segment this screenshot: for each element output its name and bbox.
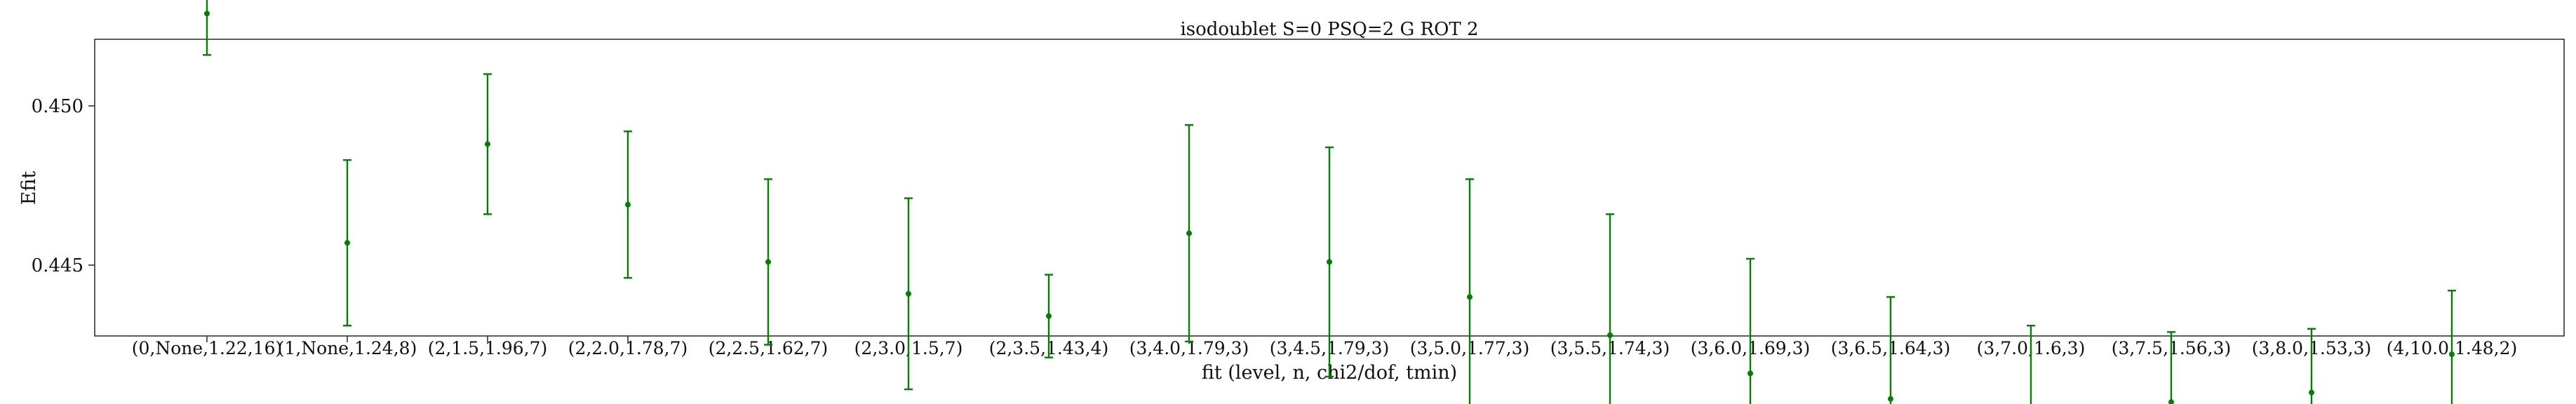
data-marker <box>1186 230 1192 236</box>
data-marker <box>1607 332 1613 338</box>
data-point <box>2307 328 2316 404</box>
data-point <box>203 0 211 56</box>
data-point <box>764 178 772 346</box>
data-point <box>1746 257 1755 404</box>
data-point <box>624 130 632 279</box>
data-point <box>483 73 492 215</box>
data-point <box>2448 290 2456 404</box>
data-point <box>2167 331 2175 404</box>
data-marker <box>765 259 771 265</box>
data-point <box>1045 274 1053 358</box>
y-tick-label: 0.450 <box>32 96 83 117</box>
data-marker <box>204 11 210 17</box>
data-point <box>1606 213 1614 404</box>
data-marker <box>2168 399 2174 404</box>
x-tick-label: (2,2.0,1.78,7) <box>568 338 688 358</box>
data-marker <box>2449 351 2455 358</box>
x-tick-label: (0,None,1.22,16) <box>132 338 283 358</box>
y-axis-label: Efit <box>18 171 40 206</box>
data-marker <box>1046 313 1052 319</box>
data-marker <box>1888 396 1893 402</box>
data-marks: 0.4400.4450.450(0,None,1.22,16)(1,None,1… <box>32 0 2517 404</box>
data-point <box>2027 325 2035 404</box>
data-marker <box>485 141 490 147</box>
data-marker <box>1327 259 1332 265</box>
data-marker <box>1467 294 1473 300</box>
data-marker <box>906 290 911 297</box>
data-marker <box>1747 370 1753 377</box>
data-point <box>904 197 913 391</box>
data-marker <box>2309 389 2314 396</box>
chart-title: isodoublet S=0 PSQ=2 G ROT 2 <box>1180 19 1478 40</box>
data-marker <box>344 240 350 246</box>
data-marker <box>625 201 631 208</box>
data-point <box>1465 178 1474 404</box>
data-point <box>343 159 351 327</box>
data-point <box>1185 124 1193 343</box>
y-tick-label: 0.445 <box>32 255 83 276</box>
x-tick-label: (1,None,1.24,8) <box>278 338 417 358</box>
data-point <box>1886 296 1895 404</box>
x-tick-label: (2,1.5,1.96,7) <box>428 338 548 358</box>
data-point <box>1325 146 1334 378</box>
